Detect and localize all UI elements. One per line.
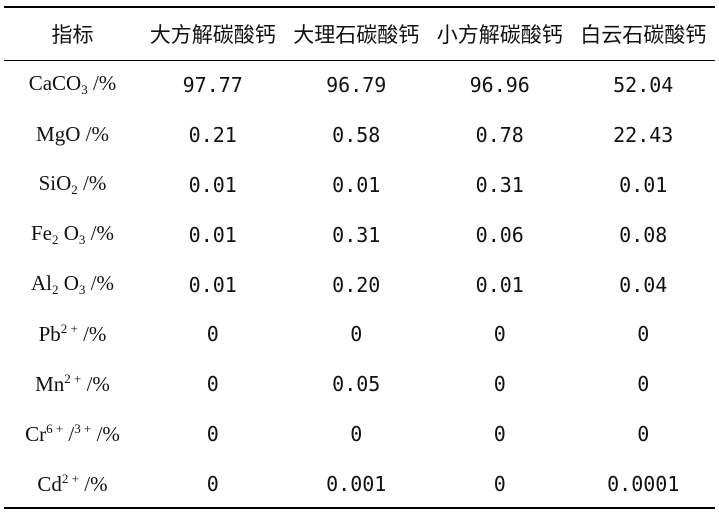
label-sub: 3 — [78, 232, 86, 248]
label-sup: 2 + — [60, 321, 78, 337]
cell-value: 0.01 — [188, 172, 237, 197]
cell-value: 0.21 — [188, 122, 237, 147]
label-sup: 2 + — [64, 371, 82, 387]
cell-value: 0.05 — [332, 372, 381, 397]
header-col-4: 白云石碳酸钙 — [580, 23, 707, 47]
cell-value: 0 — [350, 422, 363, 447]
table-row: CaCO3 /% 97.77 96.79 96.96 52.04 — [4, 60, 715, 110]
composition-table: 指标 大方解碳酸钙 大理石碳酸钙 小方解碳酸钙 白云石碳酸钙 CaCO3 /% 9… — [4, 8, 715, 509]
label-text: Pb — [38, 322, 61, 347]
label-text: /% — [77, 322, 107, 347]
label-sub: 2 — [52, 232, 59, 248]
cell-value: 0.01 — [188, 222, 237, 247]
cell-value: 52.04 — [613, 72, 674, 97]
row-label: CaCO3 /% — [4, 60, 141, 110]
label-text: /% — [91, 422, 120, 447]
row-label: MgO /% — [4, 110, 141, 160]
header-col-1: 大方解碳酸钙 — [149, 23, 276, 47]
label-text: /% — [85, 221, 114, 246]
label-sup: 2 + — [61, 471, 80, 487]
cell-value: 0.78 — [475, 122, 524, 147]
cell-value: 0.31 — [332, 222, 381, 247]
cell-value: 0.01 — [619, 172, 668, 197]
header-col-3: 小方解碳酸钙 — [436, 23, 563, 47]
cell-value: 0 — [350, 322, 363, 347]
label-text: CaCO — [28, 71, 82, 96]
table-body: CaCO3 /% 97.77 96.79 96.96 52.04 MgO /% 0.21 0.… — [4, 60, 715, 509]
row-label: Fe2 O3 /% — [4, 210, 141, 260]
cell-value: 0.001 — [326, 472, 387, 497]
row-label: Mn2 + /% — [4, 359, 141, 409]
cell-value: 0 — [206, 372, 219, 397]
cell-value: 0.0001 — [607, 472, 680, 497]
cell-value: 96.79 — [326, 72, 387, 97]
label-sub: 2 — [52, 282, 59, 297]
label-text: /% — [81, 372, 110, 397]
cell-value: 0 — [493, 422, 506, 447]
cell-value: 0.01 — [475, 272, 524, 297]
cell-value: 0 — [493, 322, 506, 347]
cell-value: 0.04 — [619, 272, 668, 297]
table-row: Mn2 + /% 0 0.05 0 0 — [4, 359, 715, 409]
table-top-rule — [4, 6, 715, 8]
label-text: /% — [79, 472, 108, 497]
cell-value: 0 — [493, 372, 506, 397]
label-text: Cd — [37, 472, 62, 497]
cell-value: 97.77 — [182, 72, 243, 97]
table-bottom-rule — [4, 507, 715, 509]
table-row: Pb2 + /% 0 0 0 0 — [4, 309, 715, 359]
header-indicator: 指标 — [51, 23, 94, 47]
table-row: Cd2 + /% 0 0.001 0 0.0001 — [4, 459, 715, 509]
label-text: Cr — [25, 422, 47, 447]
label-sup: 6 + — [46, 421, 64, 437]
label-text: Al — [31, 271, 52, 295]
cell-value: 0.20 — [332, 272, 381, 297]
label-sup: 3 + — [74, 421, 92, 437]
label-text: MgO /% — [36, 122, 109, 147]
cell-value: 0.31 — [475, 172, 524, 197]
label-sub: 3 — [78, 282, 86, 297]
table-row: Fe2 O3 /% 0.01 0.31 0.06 0.08 — [4, 210, 715, 260]
cell-value: 0 — [637, 322, 650, 347]
label-text: /% — [85, 271, 114, 295]
cell-value: 0 — [206, 422, 219, 447]
header-row: 指标 大方解碳酸钙 大理石碳酸钙 小方解碳酸钙 白云石碳酸钙 — [4, 8, 715, 60]
table-header: 指标 大方解碳酸钙 大理石碳酸钙 小方解碳酸钙 白云石碳酸钙 — [4, 8, 715, 60]
label-text: O — [58, 271, 79, 295]
label-sub: 3 — [81, 82, 88, 98]
label-text: SiO — [38, 171, 72, 196]
label-text: / — [63, 422, 75, 447]
cell-value: 96.96 — [469, 72, 530, 97]
label-text: O — [58, 221, 79, 246]
table-row: SiO2 /% 0.01 0.01 0.31 0.01 — [4, 160, 715, 210]
cell-value: 22.43 — [613, 122, 674, 147]
table-row: MgO /% 0.21 0.58 0.78 22.43 — [4, 110, 715, 160]
cell-value: 0 — [206, 322, 219, 347]
cell-value: 0 — [637, 372, 650, 397]
cell-value: 0.58 — [332, 122, 381, 147]
row-label: Pb2 + /% — [4, 309, 141, 359]
cell-value: 0.08 — [619, 222, 668, 247]
cell-value: 0 — [493, 472, 506, 497]
table-header-rule — [4, 60, 715, 61]
table-row: Cr6 + /3 + /% 0 0 0 0 — [4, 409, 715, 459]
label-text: Mn — [35, 372, 65, 397]
label-text: /% — [77, 171, 107, 196]
cell-value: 0.01 — [188, 272, 237, 297]
row-label: SiO2 /% — [4, 160, 141, 210]
table-row: Al2 O3 /% 0.01 0.20 0.01 0.04 — [4, 260, 715, 310]
row-label: Al2 O3 /% — [4, 260, 141, 310]
row-label: Cd2 + /% — [4, 459, 141, 509]
cell-value: 0.01 — [332, 172, 381, 197]
cell-value: 0.06 — [475, 222, 524, 247]
label-text: /% — [87, 71, 117, 96]
row-label: Cr6 + /3 + /% — [4, 409, 141, 459]
cell-value: 0 — [637, 422, 650, 447]
label-sub: 2 — [71, 182, 78, 198]
label-text: Fe — [31, 221, 52, 246]
cell-value: 0 — [206, 472, 219, 497]
header-col-2: 大理石碳酸钙 — [293, 23, 420, 47]
